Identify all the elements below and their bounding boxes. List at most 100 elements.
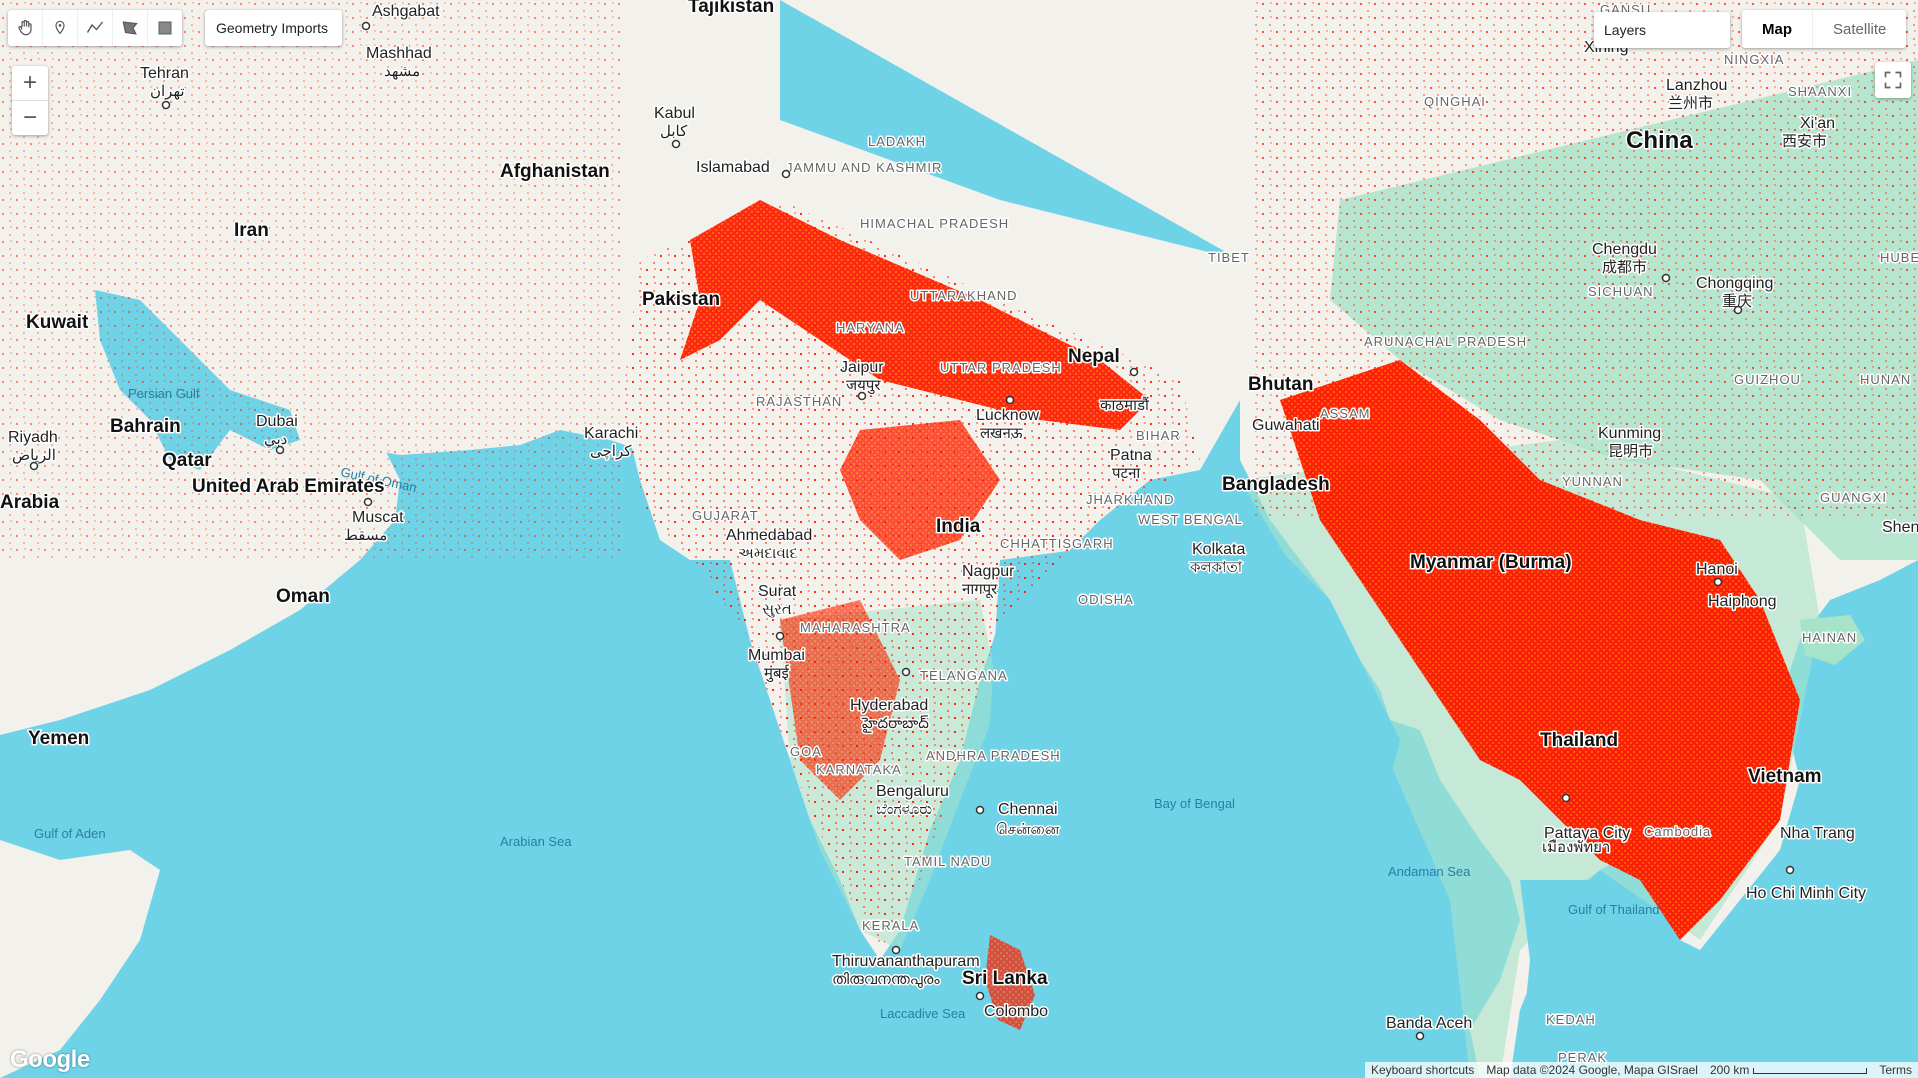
label-iran: Iran: [234, 220, 269, 241]
label-guangxi: GUANGXI: [1820, 490, 1887, 505]
label-mashhad: Mashhad: [366, 45, 432, 62]
label-uae: United Arab Emirates: [192, 476, 385, 497]
label-riyadh-native: الرياض: [12, 447, 56, 464]
label-odisha: ODISHA: [1078, 592, 1134, 607]
label-xian: Xi'an: [1800, 115, 1835, 132]
label-kedah: KEDAH: [1546, 1012, 1596, 1027]
label-bhutan: Bhutan: [1248, 374, 1313, 395]
label-nagpur-native: नागपूर: [962, 581, 998, 599]
label-andhra: ANDHRA PRADESH: [926, 748, 1061, 763]
label-haryana: HARYANA: [836, 320, 905, 335]
label-jharkhand: JHARKHAND: [1086, 492, 1174, 507]
line-icon[interactable]: [78, 10, 113, 46]
terms-link[interactable]: Terms: [1879, 1063, 1912, 1077]
label-qatar: Qatar: [162, 450, 212, 471]
map-type-satellite-button[interactable]: Satellite: [1833, 20, 1887, 38]
label-bay-of-bengal: Bay of Bengal: [1154, 796, 1235, 811]
marker-icon[interactable]: [43, 10, 78, 46]
label-bahrain: Bahrain: [110, 416, 181, 437]
label-gujarat: GUJARAT: [692, 508, 759, 523]
label-gulf-of-aden: Gulf of Aden: [34, 826, 106, 841]
label-ashgabat: Ashgabat: [372, 3, 440, 20]
label-qinghai: QINGHAI: [1424, 94, 1486, 109]
keyboard-shortcuts-link[interactable]: Keyboard shortcuts: [1370, 1063, 1475, 1077]
label-jaipur: Jaipur: [840, 359, 884, 376]
label-karnataka: KARNATAKA: [816, 762, 902, 777]
scale-bar: [1753, 1067, 1868, 1074]
label-colombo: Colombo: [984, 1003, 1048, 1020]
label-thiruvananthapuram-native: തിരുവനന്തപുരം: [832, 971, 940, 989]
hand-icon[interactable]: [8, 10, 43, 46]
label-myanmar: Myanmar (Burma): [1410, 552, 1572, 573]
label-tehran: Tehran: [140, 65, 189, 82]
label-kabul-native: کابل: [660, 123, 688, 140]
label-hyderabad: Hyderabad: [850, 697, 928, 714]
label-himachal: HIMACHAL PRADESH: [860, 216, 1009, 231]
label-mashhad-native: مشهد: [384, 63, 420, 80]
label-shenzhen: Shenz: [1882, 519, 1918, 536]
label-uttar-pradesh: UTTAR PRADESH: [940, 360, 1062, 375]
label-hcmc: Ho Chi Minh City: [1746, 885, 1866, 902]
label-haiphong: Haiphong: [1708, 593, 1777, 610]
zoom-in-button[interactable]: +: [12, 66, 48, 101]
scale-control[interactable]: 200 km: [1704, 1063, 1873, 1077]
geometry-imports-button[interactable]: Geometry Imports: [205, 10, 342, 46]
label-arunachal: ARUNACHAL PRADESH: [1364, 334, 1527, 349]
scale-label: 200 km: [1709, 1063, 1750, 1077]
label-india: India: [936, 516, 981, 537]
label-banda-aceh: Banda Aceh: [1386, 1015, 1472, 1032]
label-bihar: BIHAR: [1136, 428, 1181, 443]
label-laccadive-sea: Laccadive Sea: [880, 1006, 966, 1021]
label-vietnam: Vietnam: [1748, 766, 1822, 787]
label-china: China: [1626, 127, 1693, 154]
landmass-hainan: [1800, 615, 1865, 665]
label-hunan: HUNAN: [1860, 372, 1911, 387]
label-pakistan: Pakistan: [642, 289, 720, 310]
map-type-map-button[interactable]: Map: [1742, 10, 1813, 48]
zoom-control: + −: [12, 66, 48, 135]
map-footer: Keyboard shortcuts Map data ©2024 Google…: [1364, 1062, 1918, 1078]
rectangle-icon[interactable]: [148, 10, 182, 46]
label-telangana: TELANGANA: [920, 668, 1008, 683]
overlay-sri-lanka: [985, 935, 1035, 1030]
label-kolkata-native: কলকাতা: [1189, 559, 1243, 576]
polygon-icon[interactable]: [113, 10, 148, 46]
label-bengaluru-native: ಬೆಂಗಳೂರು: [876, 801, 932, 818]
fullscreen-button[interactable]: [1875, 62, 1911, 98]
label-hyderabad-native: హైదరాబాద్: [861, 715, 929, 733]
label-tamil-nadu: TAMIL NADU: [904, 854, 991, 869]
label-chengdu: Chengdu: [1592, 241, 1657, 258]
zoom-out-button[interactable]: −: [22, 104, 37, 131]
label-surat-native: સુરત: [762, 601, 792, 618]
label-lucknow: Lucknow: [976, 407, 1040, 424]
label-thailand: Thailand: [1540, 730, 1618, 751]
label-ahmedabad: Ahmedabad: [726, 527, 812, 544]
label-surat: Surat: [758, 583, 797, 600]
label-west-bengal: WEST BENGAL: [1138, 512, 1243, 527]
label-patna-native: पटना: [1112, 465, 1141, 482]
label-gulf-of-thailand: Gulf of Thailand: [1568, 902, 1660, 917]
label-lucknow-native: लखनऊ: [980, 425, 1023, 442]
label-patna: Patna: [1110, 447, 1152, 464]
label-uttarakhand: UTTARAKHAND: [910, 288, 1018, 303]
label-chhattisgarh: CHHATTISGARH: [1000, 536, 1114, 551]
label-chennai-native: சென்னை: [996, 821, 1060, 838]
label-kathmandu-native: काठमाडौं: [1100, 396, 1150, 414]
overlay-speckle-west: [0, 0, 620, 560]
label-kuwait: Kuwait: [26, 312, 89, 333]
label-muscat: Muscat: [352, 509, 404, 526]
layers-button[interactable]: Layers: [1594, 12, 1730, 48]
label-arabia: Arabia: [0, 492, 60, 513]
label-nagpur: Nagpur: [962, 563, 1015, 580]
label-ladakh: LADAKH: [868, 134, 926, 149]
label-oman: Oman: [276, 586, 330, 607]
label-xian-native: 西安市: [1782, 133, 1827, 150]
overlay-india-dense: [680, 200, 1150, 430]
label-thiruvananthapuram: Thiruvananthapuram: [832, 953, 980, 970]
label-mumbai-native: मुंबई: [764, 664, 790, 683]
label-andaman-sea: Andaman Sea: [1388, 864, 1471, 879]
label-pattaya-native: เมืองพัทยา: [1542, 839, 1610, 856]
label-guizhou: GUIZHOU: [1734, 372, 1801, 387]
label-sichuan: SICHUAN: [1588, 284, 1654, 299]
